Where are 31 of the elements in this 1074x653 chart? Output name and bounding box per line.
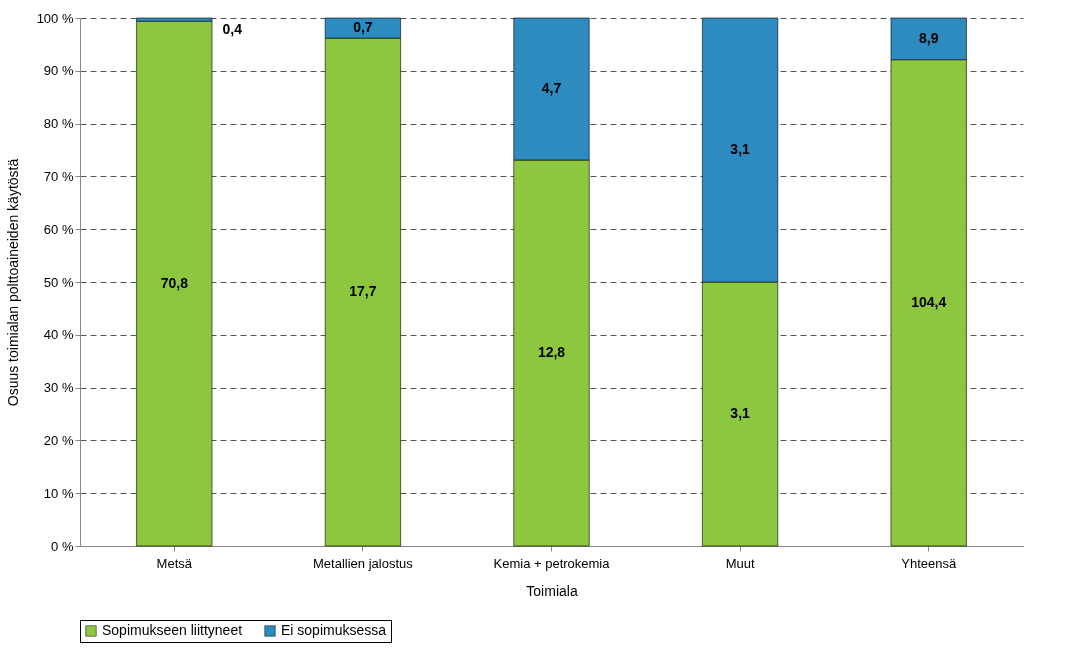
annotation: 8,9 <box>918 29 939 46</box>
y-tick-label: 70 % <box>43 168 74 184</box>
legend-label: Sopimukseen liittyneet <box>102 622 243 638</box>
y-tick-label: 100 % <box>36 10 74 26</box>
annotation: 17,7 <box>349 283 377 300</box>
x-tick-label: Muut <box>725 555 755 571</box>
x-tick-label: Metsä <box>156 555 193 571</box>
y-tick-label: 40 % <box>43 327 74 343</box>
y-tick-label: 90 % <box>43 63 74 79</box>
legend-label: Ei sopimuksessa <box>281 622 387 638</box>
annotation: 0,7 <box>353 19 373 36</box>
annotation: 0,4 <box>222 21 243 37</box>
y-tick-label: 20 % <box>43 432 74 448</box>
y-tick-label: 0 % <box>51 538 74 554</box>
annotation: 4,7 <box>541 80 562 97</box>
y-tick-label: 80 % <box>43 116 74 132</box>
bar <box>136 20 213 547</box>
x-axis-title: Toimiala <box>526 582 578 599</box>
y-tick-label: 60 % <box>43 221 74 237</box>
x-tick-label: Metallien jalostus <box>313 555 414 571</box>
x-tick-label: Kemia + petrokemia <box>493 555 611 571</box>
x-tick-label: Yhteensä <box>901 555 957 571</box>
y-axis-title: Osuus toimialan polttoaineiden käytöstä <box>4 158 21 407</box>
annotation: 3,1 <box>730 405 751 421</box>
annotation: 70,8 <box>160 274 189 291</box>
y-tick-label: 10 % <box>43 485 74 501</box>
y-tick-label: 30 % <box>43 380 74 396</box>
annotation: 104,4 <box>911 293 947 310</box>
y-tick-label: 50 % <box>43 274 74 290</box>
annotation: 3,1 <box>730 141 751 157</box>
annotation: 12,8 <box>537 344 566 361</box>
